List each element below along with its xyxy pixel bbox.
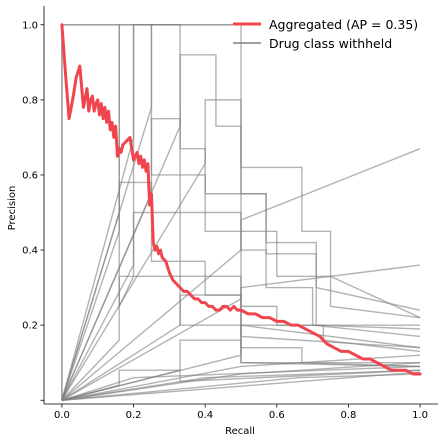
legend-label-withheld: Drug class withheld [269, 36, 392, 51]
withheld-curve-12 [61, 148, 421, 401]
withheld-curve-7 [61, 99, 421, 401]
withheld-curve-11 [61, 275, 421, 401]
x-ticks: 0.0 0.2 0.4 0.6 0.8 1.0 [54, 404, 428, 421]
x-axis-label: Recall [225, 426, 255, 437]
withheld-curve-21 [61, 369, 421, 401]
x-tick-label: 0.0 [54, 410, 70, 421]
y-tick-label: 0.2 [22, 321, 38, 332]
aggregated-curve [60, 23, 422, 376]
y-tick-label: 1.0 [22, 20, 38, 31]
withheld-curve-23 [61, 371, 421, 401]
withheld-curve-16 [61, 339, 421, 401]
withheld-curve-18 [61, 365, 421, 401]
y-axis-label: Precision [7, 186, 18, 231]
axes [43, 6, 438, 405]
withheld-curve-4 [61, 24, 421, 401]
x-tick-label: 0.8 [341, 410, 357, 421]
withheld-curves [61, 24, 421, 401]
withheld-curve-20 [61, 362, 421, 401]
y-tick-label: 0.8 [22, 95, 38, 106]
withheld-curve-14 [61, 294, 421, 401]
x-tick-label: 0.2 [126, 410, 142, 421]
x-tick-label: 0.4 [197, 410, 213, 421]
withheld-curve-13 [61, 264, 421, 401]
aggregated-line [60, 23, 422, 376]
y-tick-label: 0.4 [22, 246, 38, 257]
y-tick-label: 0.6 [22, 170, 38, 181]
legend: Aggregated (AP = 0.35) Drug class withhe… [233, 17, 418, 51]
withheld-curve-5 [61, 24, 421, 401]
y-ticks: 0.2 0.4 0.6 0.8 1.0 [22, 20, 44, 401]
x-tick-label: 1.0 [412, 410, 428, 421]
x-tick-label: 0.6 [269, 410, 285, 421]
legend-label-aggregated: Aggregated (AP = 0.35) [269, 17, 418, 32]
